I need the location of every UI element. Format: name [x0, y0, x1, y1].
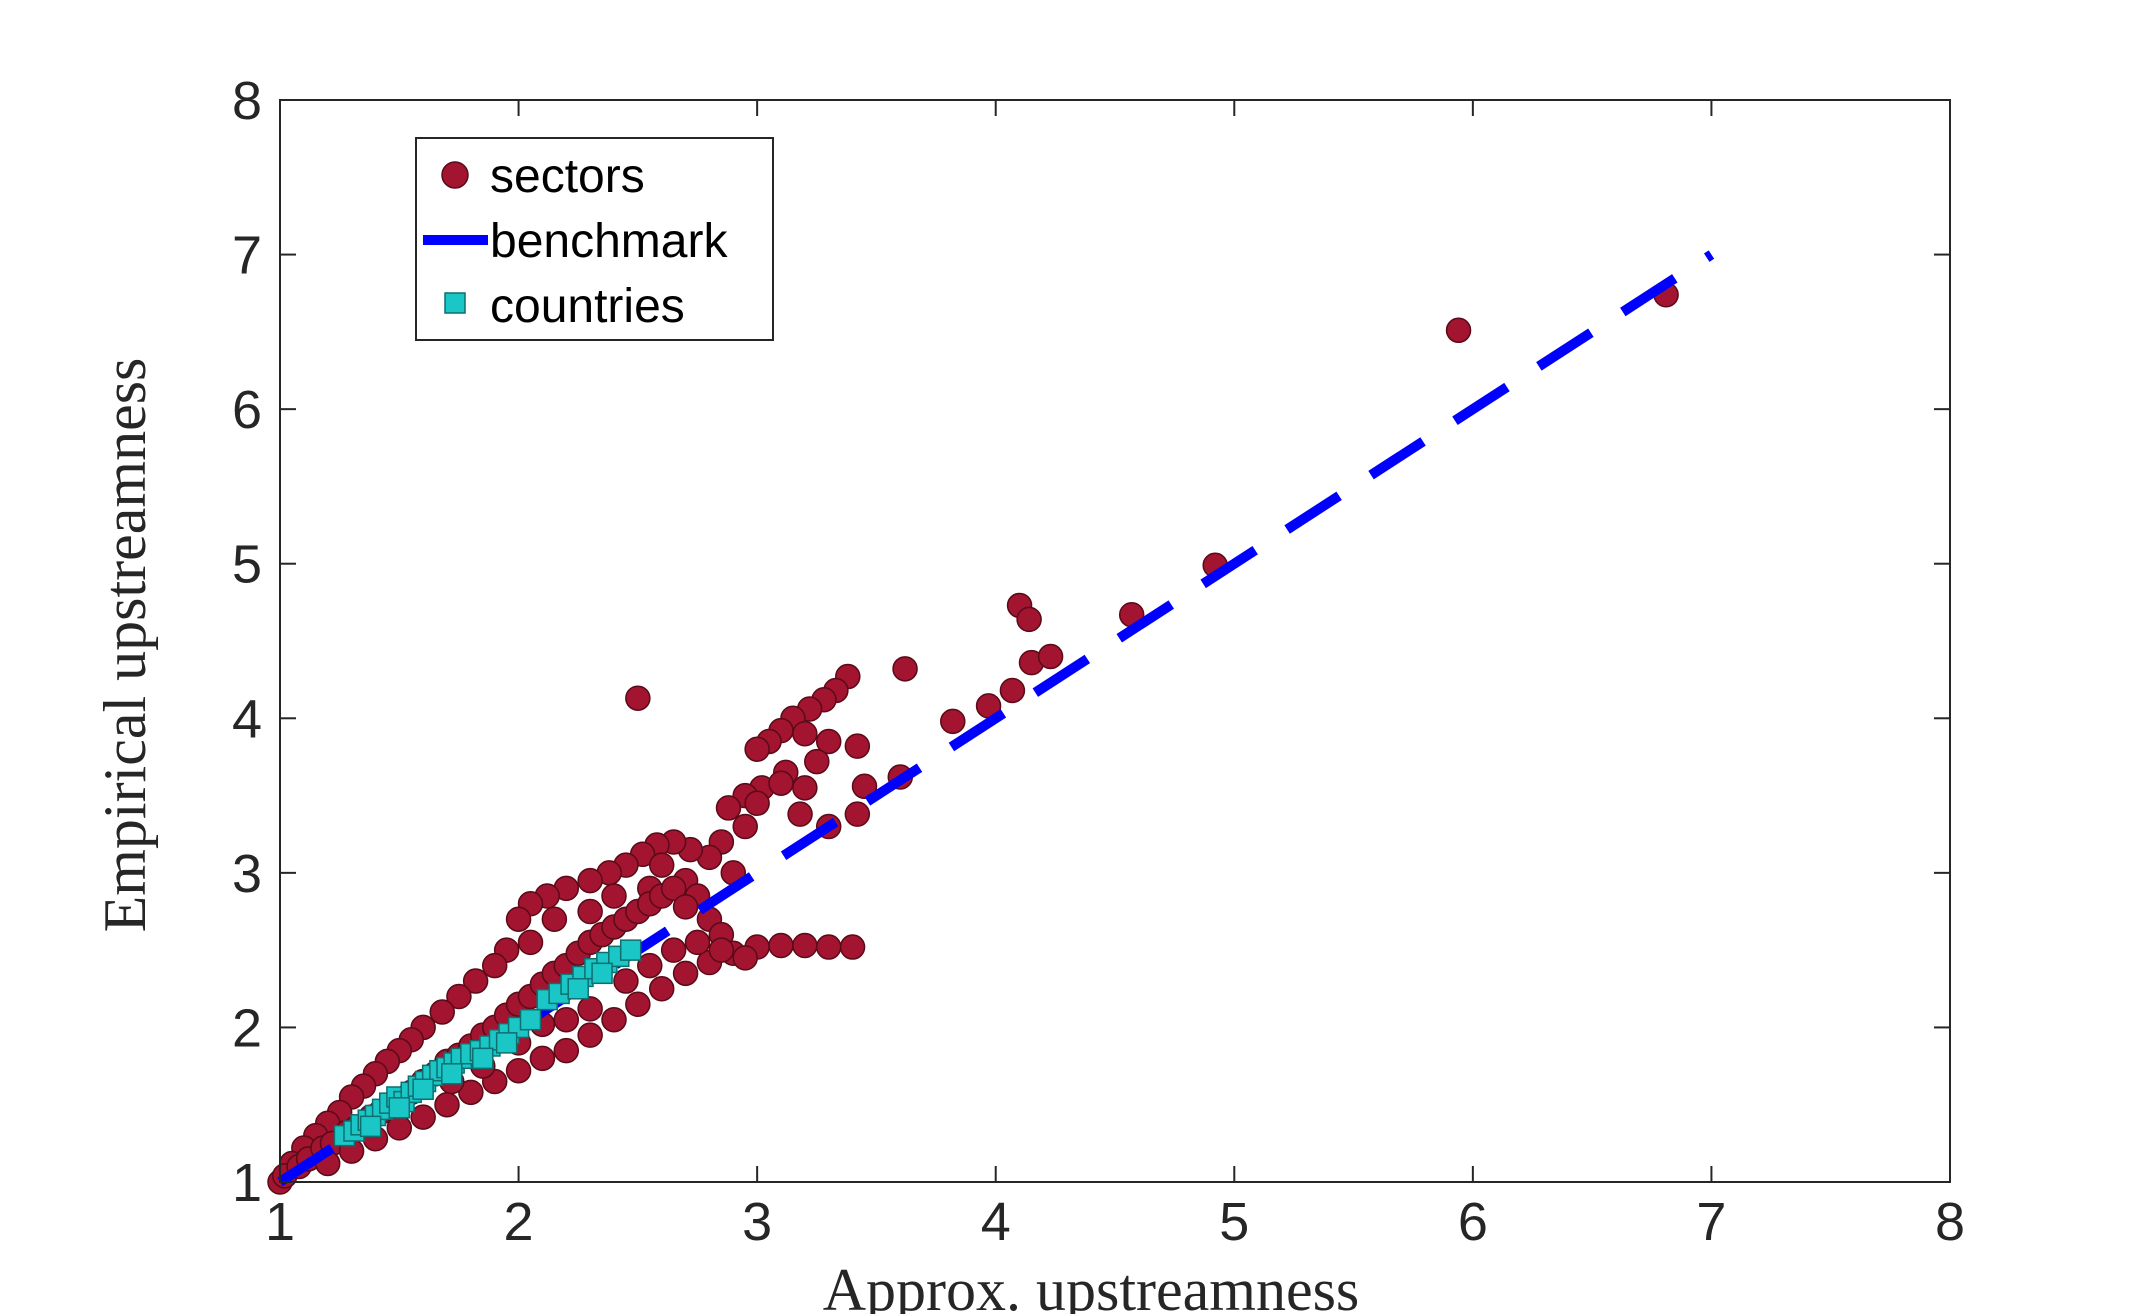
y-tick-label: 1: [232, 1153, 262, 1213]
sector-point: [768, 770, 794, 796]
benchmark-line: [277, 250, 1715, 1187]
legend-marker-sectors: [441, 161, 469, 189]
sector-point: [792, 775, 818, 801]
x-tick-labels: 1 2 3 4 5 6 7 8: [265, 1192, 1965, 1252]
country-point: [388, 1097, 411, 1119]
country-point: [441, 1063, 463, 1085]
sector-point: [892, 656, 918, 682]
sector-point: [541, 906, 568, 932]
sector-point: [1016, 606, 1042, 633]
sector-point: [844, 733, 871, 759]
sector-point: [1445, 317, 1472, 344]
country-point: [619, 939, 642, 961]
sector-point: [672, 960, 699, 987]
sector-point: [744, 736, 770, 762]
legend-marker-countries: [444, 292, 466, 314]
x-tick-label: 6: [1458, 1192, 1488, 1252]
legend: sectors benchmark countries: [415, 137, 774, 341]
sector-point: [815, 728, 842, 755]
sector-point: [684, 929, 711, 956]
x-tick-label: 1: [265, 1192, 295, 1252]
sector-point: [839, 934, 866, 960]
x-tick-label: 2: [504, 1192, 534, 1252]
x-tick-label: 3: [742, 1192, 772, 1252]
sector-point: [410, 1104, 436, 1130]
sector-point: [553, 1006, 580, 1033]
sector-point: [577, 898, 603, 925]
sector-point: [660, 937, 687, 963]
country-point: [359, 1115, 382, 1138]
sector-point: [792, 720, 818, 747]
sector-point: [637, 952, 663, 979]
sector-point: [505, 906, 532, 932]
sector-point: [613, 968, 639, 994]
x-tick-label: 7: [1696, 1192, 1726, 1252]
sector-point: [768, 932, 794, 959]
y-tick-label: 4: [232, 689, 262, 749]
y-tick-label: 7: [232, 226, 262, 286]
axis-ticks: [279, 99, 1951, 1183]
sector-point: [715, 795, 742, 821]
sector-point: [744, 790, 770, 817]
y-axis-title: Empirical upstreamness: [92, 358, 158, 933]
country-point: [519, 1008, 542, 1031]
y-tick-label: 8: [232, 71, 262, 131]
sector-point: [462, 968, 489, 994]
sector-point: [732, 945, 758, 971]
sector-point: [851, 773, 878, 800]
sector-point: [660, 875, 687, 902]
legend-label-benchmark: benchmark: [490, 215, 728, 268]
sector-point: [553, 1037, 580, 1064]
y-tick-label: 2: [232, 998, 262, 1058]
sector-point: [648, 852, 675, 878]
sector-point: [529, 1045, 556, 1072]
sector-point: [815, 934, 842, 960]
y-tick-label: 5: [232, 535, 262, 595]
y-tick-labels: 1 2 3 4 5 6 7 8: [232, 71, 262, 1213]
sector-point: [787, 801, 813, 827]
sector-point: [505, 1057, 532, 1084]
sector-point: [732, 813, 758, 840]
sector-point: [625, 685, 651, 711]
sector-point: [1037, 643, 1064, 670]
country-point: [591, 962, 613, 985]
country-point: [412, 1078, 434, 1101]
sector-point: [577, 996, 603, 1022]
legend-label-countries: countries: [490, 280, 685, 333]
sector-point: [434, 1091, 460, 1118]
sector-point: [792, 932, 818, 959]
sector-point: [999, 677, 1026, 704]
legend-label-sectors: sectors: [490, 150, 645, 203]
sector-point: [708, 937, 735, 963]
sector-point: [844, 801, 871, 827]
sector-point: [625, 991, 651, 1017]
sector-point: [517, 929, 544, 956]
x-tick-label: 5: [1219, 1192, 1249, 1252]
sector-point: [577, 867, 603, 894]
y-tick-label: 3: [232, 844, 262, 904]
country-point: [472, 1047, 494, 1070]
sector-point: [458, 1079, 484, 1106]
country-point: [567, 978, 589, 1000]
x-tick-label: 4: [981, 1192, 1011, 1252]
sector-point: [577, 1022, 603, 1048]
sector-point: [672, 894, 699, 920]
sector-point: [481, 952, 508, 979]
sector-point: [804, 748, 830, 775]
x-axis-title: Approx. upstreamness: [823, 1257, 1360, 1314]
x-tick-label: 8: [1935, 1192, 1965, 1252]
country-point: [495, 1032, 518, 1054]
sector-point: [446, 983, 472, 1010]
y-tick-label: 6: [232, 380, 262, 440]
sector-point: [601, 883, 627, 909]
sector-point: [648, 976, 675, 1002]
plot-area: [267, 250, 1715, 1195]
sector-point: [940, 708, 966, 735]
plot-frame: [279, 99, 1951, 1183]
sector-point: [429, 999, 455, 1025]
sector-point: [601, 1006, 627, 1033]
